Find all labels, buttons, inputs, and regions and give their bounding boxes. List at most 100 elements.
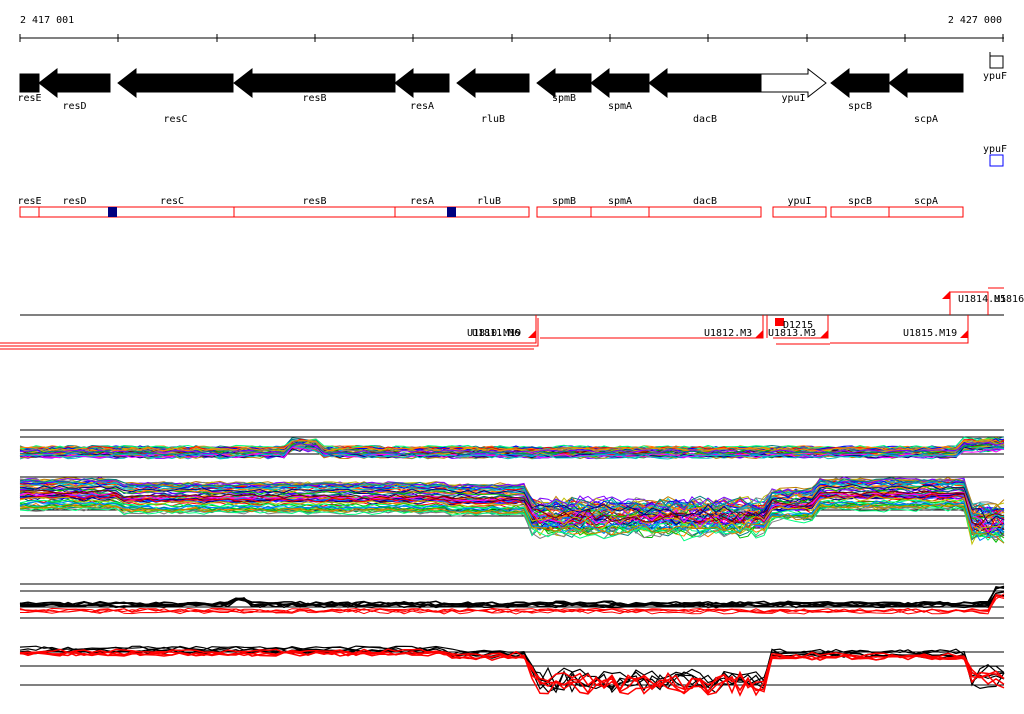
orf-box-label-resE: resE (17, 196, 41, 207)
gene-arrow-ypuF (989, 55, 1004, 69)
orf-box-spcB (830, 206, 890, 218)
orf-feature-marker (108, 207, 117, 217)
expression-profile-line (19, 445, 1005, 459)
orf-box-label-resB: resB (302, 196, 326, 207)
gene-arrow-track: resE resD resC resB resA rluB spmB spmA dacB ypuI… (17, 52, 1007, 125)
gene-label-resE: resE (17, 93, 41, 104)
expression-profile-line (19, 439, 1005, 452)
gene-label-rluB: rluB (481, 114, 505, 125)
gene-label-ypuI: ypuI (781, 93, 805, 104)
orf-box-label-resC: resC (160, 196, 184, 207)
orf-box-resE (19, 206, 40, 218)
orf-box-rluB (448, 206, 530, 218)
transcript-unit-label: U1816 (994, 294, 1024, 305)
expression-profile-line (19, 493, 1005, 534)
transcript-unit-line (830, 315, 969, 344)
orf-box-label-spcB: spcB (848, 196, 872, 207)
gene-arrow-resE (19, 73, 40, 93)
gene-arrow-rluB (456, 67, 530, 99)
gene-label-spcB: spcB (848, 101, 872, 112)
transcript-unit-label: D1215 (783, 320, 813, 331)
summary-profile-line (19, 594, 1005, 613)
orf-box-dacB (648, 206, 762, 218)
gene-label-resA: resA (410, 101, 434, 112)
gene-arrow-resD (38, 67, 111, 99)
expression-profile-line (19, 495, 1005, 531)
orf-box-resB (233, 206, 396, 218)
transcript-unit-label: U1810.M19 (467, 328, 521, 339)
orf-box-resD (38, 206, 111, 218)
gene-label-ypuF: ypuF (983, 71, 1007, 82)
transcript-unit-line (949, 291, 989, 315)
gene-arrow-scpA (888, 67, 964, 99)
orf-box-resC (109, 206, 235, 218)
transcript-unit-label: U1814.M5 (958, 294, 1006, 305)
summary-profile-line (19, 651, 1005, 697)
expression-profile-line (19, 505, 1005, 544)
gene-arrow-resA (394, 67, 450, 99)
expression-profile-line (19, 444, 1005, 458)
expression-profile-line (19, 498, 1005, 538)
transcript-start-marker (775, 318, 784, 326)
ypuF-box (989, 154, 1004, 167)
summary-profile-line (19, 585, 1005, 607)
gene-arrow-resC (117, 67, 234, 99)
orf-feature-marker (447, 207, 456, 217)
orf-box-label-resA: resA (410, 196, 434, 207)
expression-profile-line (19, 441, 1005, 456)
gene-arrow-spcB (830, 67, 890, 99)
expression-profile-line (19, 441, 1005, 455)
transcript-unit-label: U1815.M19 (903, 328, 957, 339)
orf-box-ypuI (772, 206, 827, 218)
summary-profile-line (19, 593, 1005, 614)
expression-profile-line (19, 500, 1005, 542)
transcript-unit-label: U1812.M3 (704, 328, 752, 339)
transcript-end-flag (960, 330, 968, 338)
gene-label-dacB: dacB (693, 114, 717, 125)
gene-arrow-ypuI (760, 67, 827, 99)
transcript-end-flag (820, 330, 828, 338)
summary-profile-line (19, 645, 1005, 688)
orf-box-label-spmB: spmB (552, 196, 576, 207)
orf-box-spmB (536, 206, 592, 218)
expression-profile-line (19, 483, 1005, 524)
orf-box-label-ypuI: ypuI (787, 196, 811, 207)
orf-box-label-rluB: rluB (477, 196, 501, 207)
ypuF-box-label: ypuF (983, 144, 1007, 155)
transcript-unit-line (0, 318, 539, 347)
expression-profile-line (19, 485, 1005, 519)
gene-arrow-dacB (648, 67, 762, 99)
gene-label-scpA: scpA (914, 114, 938, 125)
orf-box-scpA (888, 206, 964, 218)
gene-label-spmB: spmB (552, 93, 576, 104)
expression-profile-tracks (19, 429, 1005, 697)
transcript-end-flag (755, 330, 763, 338)
transcript-unit-line (0, 315, 537, 344)
gene-label-resC: resC (163, 114, 187, 125)
summary-profile-line (19, 651, 1005, 697)
orf-box-track: resE resD resC resB resA rluB spmB spmA dacB ypuI… (17, 144, 1007, 218)
orf-box-label-resD: resD (62, 196, 86, 207)
transcript-end-flag (942, 291, 950, 299)
summary-profile-line (19, 648, 1005, 695)
ruler-start-label: 2 417 001 (20, 15, 74, 26)
orf-box-spmA (590, 206, 650, 218)
transcript-end-flag (528, 330, 536, 338)
orf-box-label-spmA: spmA (608, 196, 632, 207)
orf-box-label-dacB: dacB (693, 196, 717, 207)
transcript-unit-label: U1811.M6 (472, 328, 520, 339)
expression-profile-line (19, 503, 1005, 544)
coordinate-ruler: 2 417 001 2 427 000 (19, 15, 1004, 42)
gene-arrow-spmA (590, 67, 650, 99)
expression-profile-line (19, 477, 1005, 513)
orf-box-resA (394, 206, 450, 218)
gene-label-resB: resB (302, 93, 326, 104)
ruler-ticks (19, 34, 1004, 42)
ruler-end-label: 2 427 000 (948, 15, 1002, 26)
gene-label-spmA: spmA (608, 101, 632, 112)
gene-label-resD: resD (62, 101, 86, 112)
orf-box-label-scpA: scpA (914, 196, 938, 207)
expression-profile-line (19, 489, 1005, 526)
